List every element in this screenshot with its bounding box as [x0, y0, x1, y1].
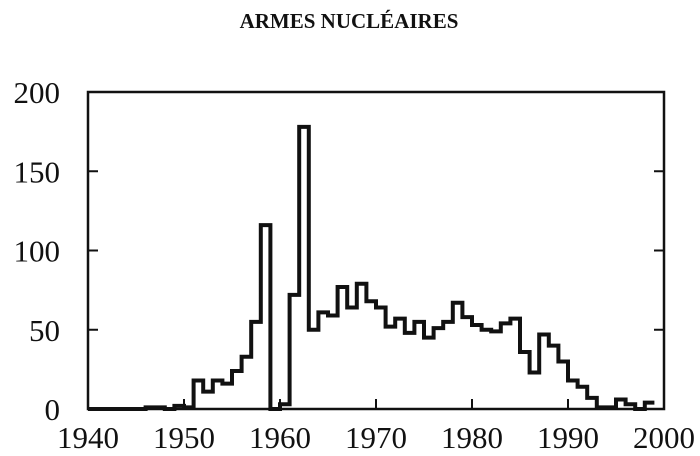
- x-tick-label: 2000: [633, 420, 695, 455]
- x-tick-label: 1960: [249, 420, 311, 455]
- x-tick-label: 1980: [441, 420, 503, 455]
- y-tick-label: 150: [14, 154, 61, 189]
- chart-title: ARMES NUCLÉAIRES: [240, 9, 459, 33]
- x-tick-label: 1970: [345, 420, 407, 455]
- y-tick-label: 200: [14, 75, 61, 110]
- y-tick-label: 50: [29, 313, 60, 348]
- x-tick-label: 1950: [153, 420, 215, 455]
- y-tick-label: 100: [14, 234, 61, 269]
- x-axis: 1940 1950 1960 1970 1980 1990 2000: [57, 399, 695, 455]
- x-tick-label: 1940: [57, 420, 119, 455]
- series-step-line: [88, 124, 655, 411]
- y-tick-label: 0: [45, 392, 61, 427]
- x-tick-label: 1990: [537, 420, 599, 455]
- y-axis: 0 50 100 150 200: [14, 75, 664, 427]
- plot-frame: [86, 90, 666, 411]
